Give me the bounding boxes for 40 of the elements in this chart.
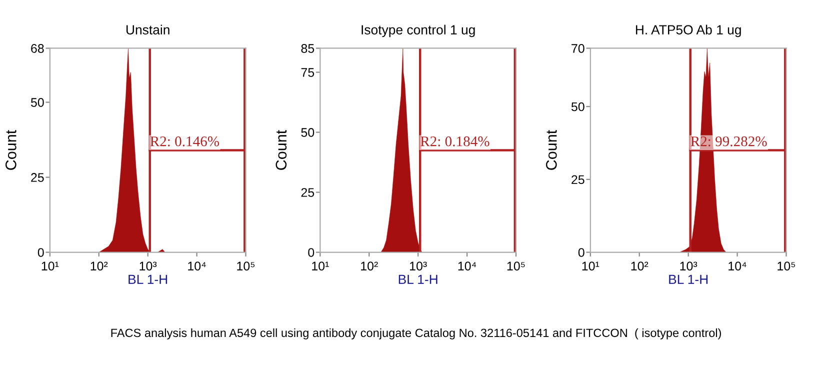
y-tick-label: 75	[301, 68, 314, 77]
annotation: R2: 0.184%	[420, 136, 490, 146]
y-tick-label: 85	[301, 44, 314, 53]
chart-title: H. ATP5O Ab 1 ug	[636, 24, 741, 38]
y-tick-label: 50	[571, 102, 584, 112]
x-axis-title: BL 1-H	[669, 274, 708, 284]
x-tick-label: 10⁴	[188, 262, 206, 270]
x-tick-label: 10²	[361, 262, 378, 270]
text: FACS analysis human A549 cell using antibody conjugate Catalog No. 32116-05141 and FITCCON ( isotype control)	[111, 328, 721, 340]
x-axis-title: BL 1-H	[128, 274, 168, 284]
annotation: R2: 0.146%	[150, 136, 220, 146]
y-tick-label: 25	[31, 173, 44, 182]
y-tick-label: 0	[578, 248, 584, 257]
x-axis-title: BL 1-H	[398, 274, 438, 284]
y-axis-title: Count	[276, 130, 287, 170]
y-tick-label: 25	[572, 175, 584, 184]
y-tick-label: 50	[301, 128, 314, 137]
x-tick-label: 10¹	[42, 262, 59, 270]
x-tick-label: 10⁵	[778, 262, 796, 270]
y-axis-title: Count	[6, 130, 16, 170]
y-tick-label: 70	[572, 44, 584, 53]
y-tick-label: 50	[30, 98, 44, 107]
chart-title: Isotype control 1 ug	[362, 24, 475, 38]
x-tick-label: 10³	[140, 262, 157, 270]
x-tick-label: 10²	[631, 262, 648, 270]
x-tick-label: 10⁴	[728, 262, 746, 270]
x-tick-label: 10³	[410, 262, 427, 270]
y-tick-label: 0	[308, 248, 314, 257]
x-tick-label: 10¹	[582, 262, 600, 270]
x-tick-label: 10⁵	[507, 262, 525, 270]
y-tick-label: 25	[301, 188, 314, 197]
x-tick-label: 10⁴	[458, 262, 476, 270]
x-tick-label: 10⁵	[237, 262, 255, 270]
chart-title: Unstain	[126, 24, 170, 34]
y-tick-label: 0	[38, 248, 44, 257]
y-axis-title: Count	[546, 130, 557, 170]
x-tick-label: 10³	[680, 262, 698, 270]
x-tick-label: 10¹	[312, 262, 329, 270]
x-tick-label: 10²	[90, 262, 108, 270]
y-tick-label: 68	[31, 44, 44, 53]
